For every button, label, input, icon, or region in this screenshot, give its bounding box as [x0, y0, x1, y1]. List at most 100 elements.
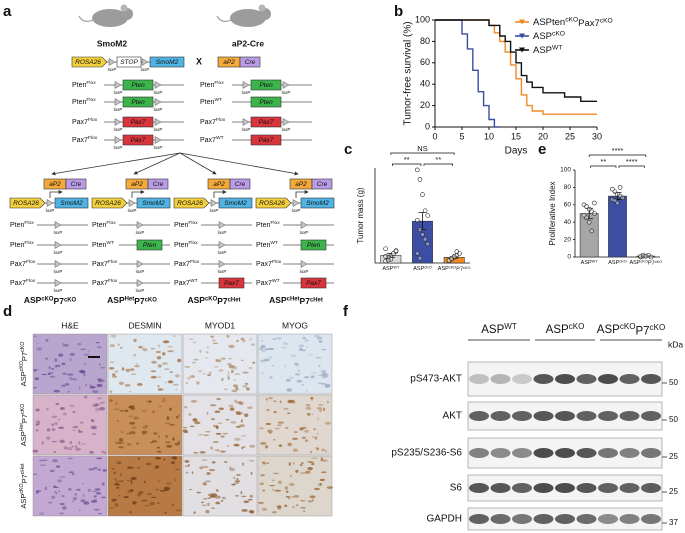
- tissue-texture: [101, 496, 107, 499]
- tissue-texture: [33, 473, 38, 475]
- blot-label: pS235/S236-S6: [391, 448, 462, 459]
- tissue-texture: [36, 421, 41, 425]
- text-part: P7: [635, 325, 649, 337]
- tissue-texture: [261, 349, 266, 353]
- tissue-texture: [171, 456, 178, 460]
- tissue-texture: [219, 450, 226, 453]
- tissue-texture: [35, 408, 40, 412]
- tissue-texture: [299, 348, 303, 351]
- tissue-texture: [229, 467, 236, 472]
- gene-box-label: Pax7: [224, 280, 239, 287]
- data-point: [420, 232, 425, 237]
- tissue-texture: [150, 370, 157, 373]
- smom2-gene: [136, 197, 171, 209]
- tissue-texture: [211, 507, 216, 510]
- tissue-texture: [272, 338, 277, 340]
- tissue-texture: [242, 385, 248, 388]
- tissue-texture: [268, 356, 273, 359]
- tissue-texture: [220, 357, 226, 360]
- tissue-texture: [235, 386, 239, 391]
- allele-label: Pax7Flox: [174, 259, 200, 268]
- tissue-texture: [78, 385, 81, 390]
- loxp-site: [300, 260, 308, 268]
- tissue-texture: [57, 418, 61, 421]
- tissue-texture: [117, 420, 120, 422]
- superscript: cKO: [640, 259, 647, 263]
- superscript: Flox: [88, 135, 98, 141]
- tissue-texture: [61, 362, 66, 366]
- protein-band: [555, 374, 575, 384]
- tissue-texture: [261, 339, 264, 342]
- tissue-texture: [99, 406, 105, 411]
- tissue-texture: [39, 464, 47, 466]
- tissue-texture: [196, 491, 202, 494]
- tissue-texture: [300, 500, 306, 502]
- tissue-texture: [316, 447, 319, 451]
- text-part: ASP: [107, 295, 125, 305]
- tissue-texture: [315, 356, 322, 359]
- tissue-texture: [55, 402, 60, 406]
- tissue-texture: [152, 432, 158, 435]
- tissue-texture: [294, 363, 300, 367]
- protein-band: [619, 411, 640, 421]
- category-label: ASPcKOP7cKO: [629, 259, 662, 267]
- tissue-texture: [53, 486, 59, 489]
- superscript: WT: [270, 240, 278, 246]
- allele-label: Pax7Flox: [72, 117, 98, 126]
- tissue-texture: [235, 339, 239, 343]
- tissue-texture: [165, 435, 168, 438]
- tissue-texture: [54, 421, 58, 426]
- tissue-texture: [311, 372, 318, 374]
- mouse-tail: [78, 15, 94, 22]
- loxp-site: [154, 118, 162, 126]
- allele-label: PtenFlox: [10, 220, 34, 229]
- tissue-texture: [51, 415, 58, 419]
- text-part: ASP: [608, 260, 619, 266]
- tissue-texture: [261, 507, 268, 511]
- tissue-texture: [190, 399, 198, 403]
- tissue-texture: [148, 400, 152, 403]
- text-part: Pten: [92, 222, 107, 229]
- superscript: Flox: [24, 220, 34, 226]
- tissue-texture: [258, 427, 264, 430]
- tissue-texture: [215, 501, 221, 505]
- superscript: WT: [504, 322, 517, 331]
- loxp-site: [218, 241, 226, 249]
- tissue-texture: [217, 422, 223, 424]
- smom2-gene-label: SmoM2: [156, 59, 179, 66]
- tissue-texture: [49, 375, 56, 378]
- loxp-label: loxP: [218, 250, 227, 255]
- tissue-texture: [265, 397, 268, 401]
- tissue-texture: [113, 408, 120, 411]
- tissue-texture: [36, 342, 39, 345]
- tissue-texture: [71, 445, 74, 448]
- tissue-texture: [231, 369, 234, 374]
- x-tick-label: 0: [432, 131, 437, 141]
- survival-curve: [435, 19, 597, 102]
- tissue-texture: [157, 480, 160, 483]
- tissue-texture: [234, 373, 241, 375]
- tissue-texture: [130, 489, 134, 492]
- tissue-texture: [271, 365, 275, 367]
- tissue-texture: [299, 472, 307, 474]
- superscript: Flox: [86, 80, 96, 86]
- tissue-texture: [292, 448, 299, 452]
- panel-label: b: [394, 3, 403, 20]
- tissue-texture: [281, 346, 287, 349]
- loxp-label: loxP: [128, 208, 137, 213]
- protein-band: [512, 374, 532, 384]
- text-part: P7: [648, 261, 655, 267]
- tissue-texture: [205, 357, 208, 359]
- cre-gene-label: Cre: [245, 59, 256, 66]
- tissue-texture: [268, 396, 273, 400]
- x-tick-label: 25: [565, 131, 575, 141]
- smom2-gene-label: SmoM2: [142, 200, 165, 207]
- tissue-texture: [174, 479, 177, 481]
- data-point: [383, 254, 388, 259]
- loxp-label: loxP: [54, 269, 63, 274]
- tissue-texture: [163, 340, 170, 344]
- tissue-texture: [218, 368, 224, 372]
- protein-band: [490, 448, 511, 458]
- tissue-texture: [241, 495, 247, 498]
- tissue-texture: [109, 507, 115, 509]
